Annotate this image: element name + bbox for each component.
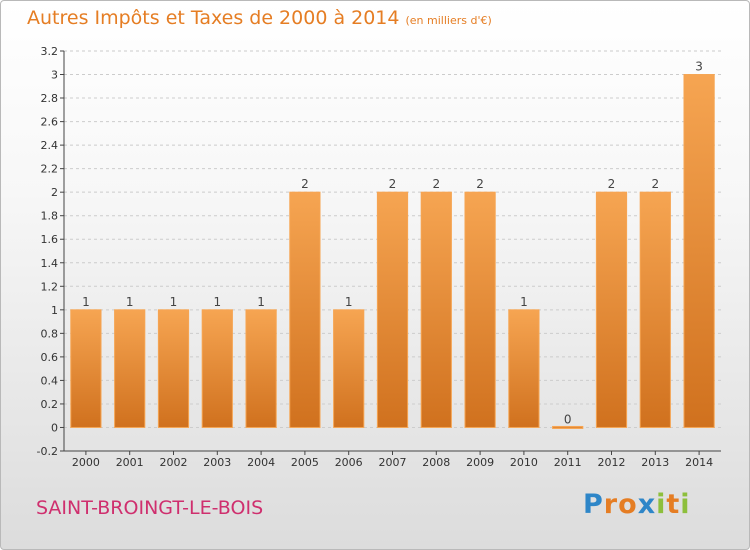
bar-value-label: 1 bbox=[170, 295, 178, 309]
logo-letter: x bbox=[637, 489, 657, 520]
y-tick-label: 3.2 bbox=[41, 45, 59, 58]
bar-value-label: 1 bbox=[213, 295, 221, 309]
x-tick-label: 2001 bbox=[116, 456, 144, 469]
bar-value-label: 1 bbox=[257, 295, 265, 309]
commune-name: SAINT-BROINGT-LE-BOIS bbox=[36, 497, 264, 519]
y-tick-label: 0.2 bbox=[41, 398, 59, 411]
bar-value-label: 0 bbox=[564, 412, 572, 426]
bar-value-label: 1 bbox=[82, 295, 90, 309]
logo-letter: r bbox=[603, 489, 619, 520]
bar bbox=[420, 191, 452, 428]
x-tick-label: 2007 bbox=[379, 456, 407, 469]
logo-letter: o bbox=[618, 489, 638, 520]
y-tick-label: 1 bbox=[51, 304, 58, 317]
y-tick-label: 2.2 bbox=[41, 163, 59, 176]
bar bbox=[595, 191, 628, 428]
bar-value-label: 2 bbox=[389, 177, 397, 191]
y-tick-label: 2 bbox=[51, 186, 58, 199]
bar bbox=[289, 191, 321, 428]
bar-value-label: 2 bbox=[476, 177, 484, 191]
chart-subtitle: (en milliers d'€) bbox=[405, 14, 492, 27]
bar bbox=[333, 309, 365, 428]
bar-value-label: 2 bbox=[301, 177, 309, 191]
chart-title-text: Autres Impôts et Taxes de 2000 à 2014 bbox=[27, 7, 400, 29]
bar bbox=[70, 309, 102, 428]
x-tick-label: 2014 bbox=[685, 456, 713, 469]
x-tick-label: 2000 bbox=[72, 456, 100, 469]
bar-value-label: 3 bbox=[695, 60, 703, 74]
y-tick-label: 1.2 bbox=[41, 280, 59, 293]
bar-value-label: 2 bbox=[608, 177, 616, 191]
y-tick-label: 0.4 bbox=[41, 374, 59, 387]
bar bbox=[552, 425, 584, 429]
y-tick-label: 2.6 bbox=[41, 116, 59, 129]
bar-value-label: 1 bbox=[126, 295, 134, 309]
y-tick-label: 2.8 bbox=[41, 92, 59, 105]
x-tick-label: 2012 bbox=[598, 456, 626, 469]
chart-title: Autres Impôts et Taxes de 2000 à 2014 (en… bbox=[27, 7, 492, 29]
x-tick-label: 2009 bbox=[466, 456, 494, 469]
bar-value-label: 1 bbox=[520, 295, 528, 309]
logo-letter: t bbox=[666, 489, 681, 520]
y-tick-label: -0.2 bbox=[37, 445, 58, 458]
x-tick-label: 2004 bbox=[247, 456, 275, 469]
x-tick-label: 2011 bbox=[554, 456, 582, 469]
bar bbox=[683, 74, 715, 428]
x-tick-label: 2010 bbox=[510, 456, 538, 469]
y-tick-label: 1.6 bbox=[41, 233, 59, 246]
y-tick-label: 1.8 bbox=[41, 210, 59, 223]
x-tick-label: 2008 bbox=[422, 456, 450, 469]
x-tick-label: 2013 bbox=[641, 456, 669, 469]
y-tick-label: 1.4 bbox=[41, 257, 59, 270]
x-tick-label: 2003 bbox=[203, 456, 231, 469]
bar bbox=[201, 309, 233, 428]
bar bbox=[157, 309, 190, 428]
bar-value-label: 2 bbox=[651, 177, 659, 191]
y-tick-label: 0.6 bbox=[41, 351, 59, 364]
x-tick-label: 2002 bbox=[160, 456, 188, 469]
logo-letter: i bbox=[680, 489, 691, 520]
proxiti-logo: Proxiti bbox=[583, 489, 691, 520]
x-tick-label: 2005 bbox=[291, 456, 319, 469]
logo-letter: P bbox=[583, 489, 604, 520]
bar-value-label: 1 bbox=[345, 295, 353, 309]
bar bbox=[114, 309, 146, 428]
x-tick-label: 2006 bbox=[335, 456, 363, 469]
bar bbox=[376, 191, 409, 428]
bar bbox=[464, 191, 496, 428]
y-tick-label: 2.4 bbox=[41, 139, 59, 152]
logo-letter: i bbox=[656, 489, 667, 520]
y-tick-label: 0 bbox=[51, 421, 58, 434]
bar bbox=[639, 191, 671, 428]
y-tick-label: 3 bbox=[51, 69, 58, 82]
bar-value-label: 2 bbox=[432, 177, 440, 191]
y-tick-label: 0.8 bbox=[41, 327, 59, 340]
bar bbox=[508, 309, 540, 428]
bar bbox=[245, 309, 277, 428]
